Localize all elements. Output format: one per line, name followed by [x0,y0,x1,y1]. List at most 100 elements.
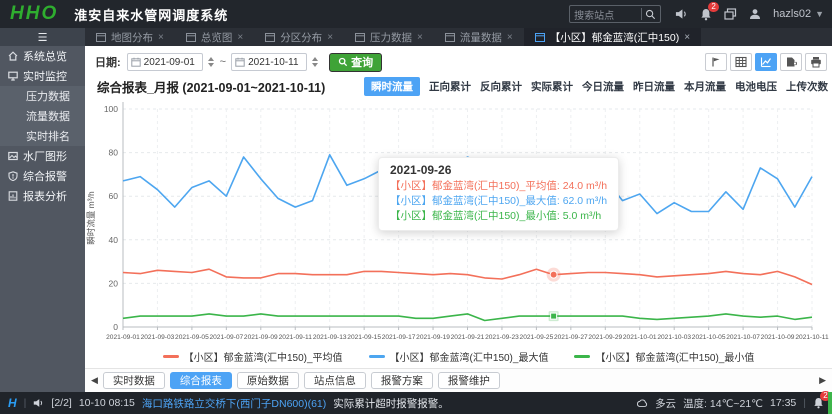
windows-icon[interactable] [724,8,737,20]
metric-tab-month-flow[interactable]: 本月流量 [684,80,726,93]
svg-text:40: 40 [109,235,119,245]
bell-icon[interactable]: 2 [813,391,831,409]
alarm-station-link[interactable]: 海口路铁路立交桥下(西门子DN600)(61) [141,397,327,410]
metric-tab-today-flow[interactable]: 今日流量 [582,80,624,93]
date-from-input[interactable]: 2021-09-01 [126,53,203,71]
svg-text:0: 0 [113,322,118,332]
legend-swatch-min [574,355,591,358]
svg-text:2021-10-07: 2021-10-07 [726,334,760,341]
sidebar-item-report-analysis[interactable]: 报表分析 [0,186,85,206]
export-icon[interactable] [780,53,802,71]
svg-text:2021-09-27: 2021-09-27 [554,334,588,341]
tab-icon [96,32,106,42]
tab-overview[interactable]: 总览图 × [175,28,254,46]
alarm-shield-icon [8,171,18,181]
tab-icon [265,32,276,42]
flag-icon[interactable] [705,53,727,71]
username[interactable]: hazls02 [773,8,812,20]
metric-tab-instant-flow[interactable]: 瞬时流量 [364,76,420,96]
main-content: 日期: 2021-09-01 ~ 2021-10-11 查询 [85,46,832,368]
line-chart-icon[interactable] [755,53,777,71]
report-title-row: 综合报表_月报 (2021-09-01~2021-10-11) 瞬时流量 正向累… [97,76,828,96]
close-icon[interactable]: × [327,31,334,43]
bottom-tab-raw-data[interactable]: 原始数据 [236,372,299,389]
sidebar-item-pressure-data[interactable]: 压力数据 [0,86,85,106]
menu-toggle-button[interactable]: ☰ [0,28,85,46]
svg-text:80: 80 [109,148,119,158]
close-icon[interactable]: × [237,31,244,43]
sidebar-item-alarm[interactable]: 综合报警 [0,166,85,186]
metric-tab-battery-voltage[interactable]: 电池电压 [735,80,777,93]
legend-item-avg[interactable]: 【小区】郁金蓝湾(汇中150)_平均值 [162,349,343,364]
scroll-left-icon[interactable]: ◀ [91,375,98,385]
tab-flow[interactable]: 流量数据 × [434,28,524,46]
legend-item-max[interactable]: 【小区】郁金蓝湾(汇中150)_最大值 [368,349,548,364]
bottom-tab-realtime-data[interactable]: 实时数据 [102,372,165,389]
top-header: HHO 淮安自来水管网调度系统 搜索站点 2 hazls02 ▼ [0,0,832,28]
close-icon[interactable]: × [506,31,513,43]
legend-swatch-avg [162,355,179,358]
metric-tab-forward-total[interactable]: 正向累计 [429,80,471,93]
metric-tab-upload-count[interactable]: 上传次数 [786,80,828,93]
close-icon[interactable]: × [417,31,423,43]
weather-text: 多云 [655,397,677,410]
speaker-icon[interactable] [33,398,44,408]
svg-text:2021-10-09: 2021-10-09 [761,334,795,341]
tab-map[interactable]: 地图分布 × [85,28,175,46]
bottom-tab-alarm-plan[interactable]: 报警方案 [370,372,433,389]
station-search-input[interactable]: 搜索站点 [569,5,662,23]
metric-tab-yesterday-flow[interactable]: 昨日流量 [633,80,675,93]
bottom-tab-alarm-maintain[interactable]: 报警维护 [437,372,500,389]
calendar-icon [235,57,245,67]
close-icon[interactable]: × [684,31,691,43]
close-icon[interactable]: × [158,31,164,43]
tooltip-row-min: 【小区】郁金蓝湾(汇中150)_最小值: 5.0 m³/h [390,210,602,222]
tab-partition[interactable]: 分区分布 × [254,28,344,46]
notification-badge: 2 [708,1,720,12]
scroll-right-icon[interactable]: ▶ [819,375,826,385]
metric-tab-reverse-total[interactable]: 反向累计 [480,80,522,93]
hamburger-icon: ☰ [37,31,48,44]
svg-text:2021-10-11: 2021-10-11 [795,334,829,341]
bell-icon[interactable]: 2 [700,1,720,21]
date-to-input[interactable]: 2021-10-11 [231,53,308,71]
bottom-tab-station-info[interactable]: 站点信息 [303,372,366,389]
svg-text:2021-09-03: 2021-09-03 [141,334,175,341]
date-from-stepper[interactable] [207,57,214,67]
print-icon[interactable] [805,53,827,71]
tab-pressure[interactable]: 压力数据 × [344,28,434,46]
chart-tooltip: 2021-09-26 【小区】郁金蓝湾(汇中150)_平均值: 24.0 m³/… [378,157,620,231]
svg-text:20: 20 [109,278,119,288]
sidebar-item-overview[interactable]: 系统总览 [0,46,85,66]
sidebar-item-plant-graphics[interactable]: 水厂图形 [0,146,85,166]
temperature-text: 温度: 14℃~21℃ [683,397,763,410]
sidebar-item-flow-data[interactable]: 流量数据 [0,106,85,126]
legend-item-min[interactable]: 【小区】郁金蓝湾(汇中150)_最小值 [574,349,754,364]
alarm-page-count: [2/2] [51,397,72,409]
tab-icon [355,32,366,42]
sidebar: 系统总览 实时监控 压力数据 流量数据 实时排名 水厂图形 综合报警 报表分析 [0,46,85,392]
query-button[interactable]: 查询 [329,52,383,72]
search-icon[interactable] [645,9,656,20]
metric-tab-actual-total[interactable]: 实际累计 [531,80,573,93]
speaker-icon[interactable] [675,8,688,20]
search-placeholder: 搜索站点 [574,10,615,22]
user-icon[interactable] [749,8,761,20]
date-to-stepper[interactable] [312,57,319,67]
bottom-tab-report[interactable]: 综合报表 [169,372,232,389]
divider: | [803,397,806,409]
svg-text:2021-09-25: 2021-09-25 [520,334,554,341]
search-icon [338,57,348,67]
bottom-tabbar: ◀ 实时数据 综合报表 原始数据 站点信息 报警方案 报警维护 ▶ [85,368,832,392]
svg-text:2021-10-01: 2021-10-01 [623,334,657,341]
tab-station-active[interactable]: 【小区】郁金蓝湾(汇中150) × [523,28,702,46]
sidebar-item-realtime-ranking[interactable]: 实时排名 [0,126,85,146]
sidebar-item-realtime-monitor[interactable]: 实时监控 [0,66,85,86]
svg-text:2021-09-01: 2021-09-01 [106,334,140,341]
chevron-down-icon[interactable]: ▼ [815,9,824,19]
svg-text:2021-09-21: 2021-09-21 [451,334,485,341]
table-icon[interactable] [730,53,752,71]
tooltip-date: 2021-09-26 [390,163,452,177]
